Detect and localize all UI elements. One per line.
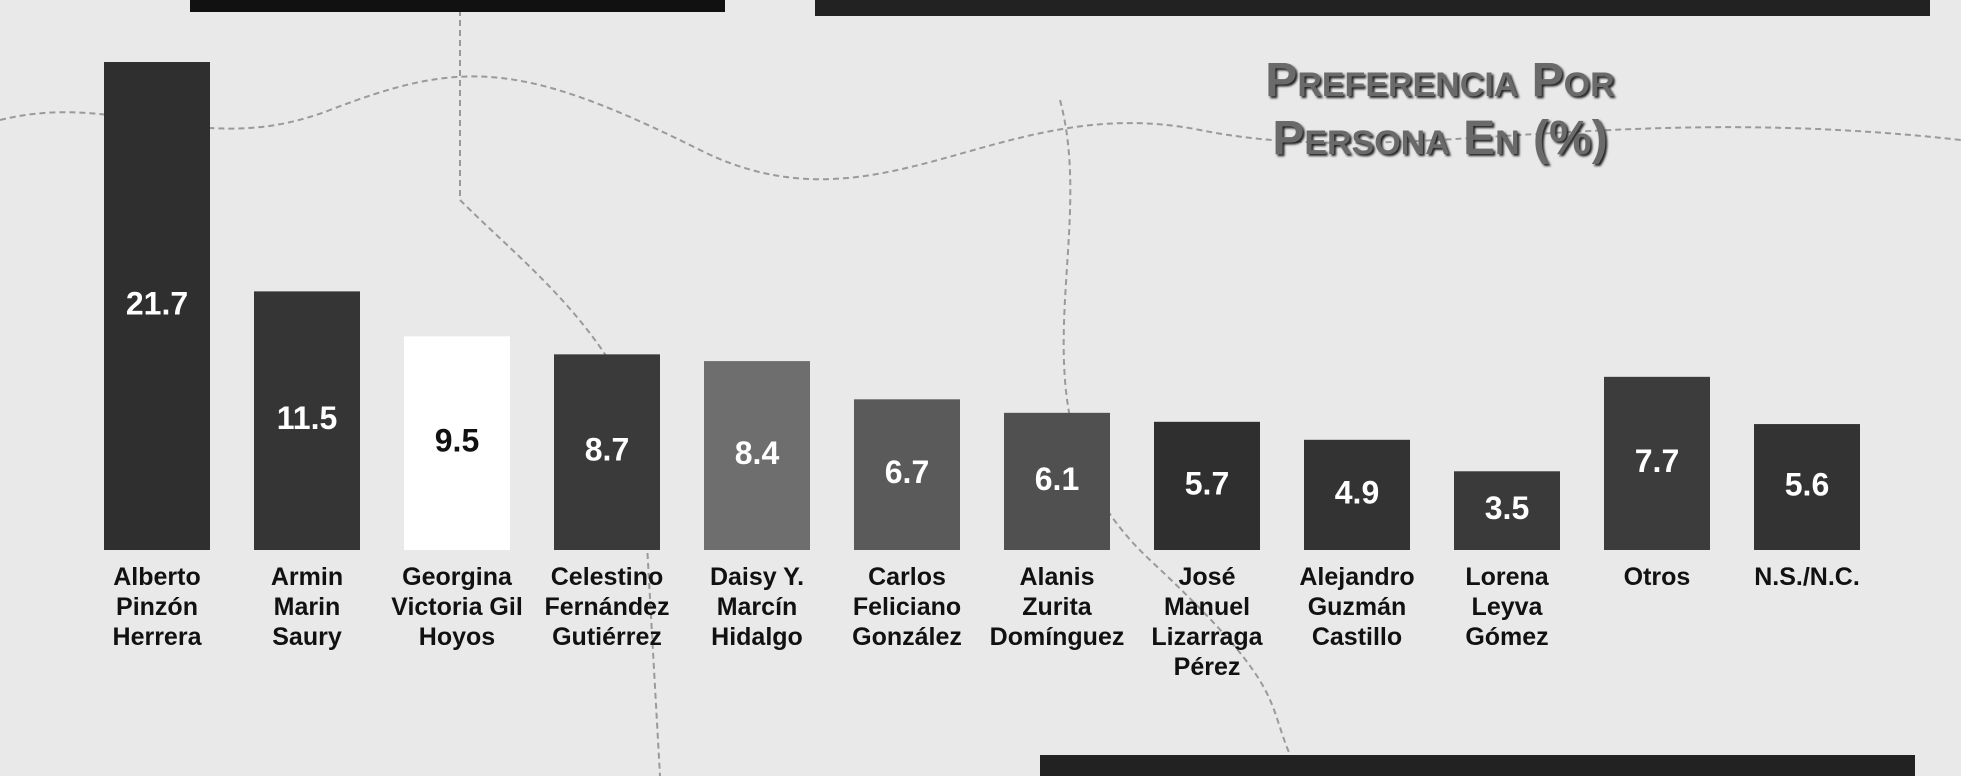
category-label: Alberto Pinzón Herrera xyxy=(112,563,202,651)
category-label: José Manuel Lizarraga Pérez xyxy=(1151,563,1263,681)
bar xyxy=(1604,376,1710,550)
bar xyxy=(1754,424,1860,550)
bar xyxy=(104,62,210,550)
header-bar xyxy=(190,0,725,12)
value-label: 21.7 xyxy=(126,285,188,321)
map-border xyxy=(0,75,1961,181)
value-label: 6.1 xyxy=(1035,461,1079,497)
category-label: Armin Marin Saury xyxy=(270,563,344,651)
bar xyxy=(1454,471,1560,550)
category-label: Lorena Leyva Gómez xyxy=(1465,563,1549,651)
value-label: 8.7 xyxy=(585,432,629,468)
category-label: Alejandro Guzmán Castillo xyxy=(1299,563,1415,651)
value-label: 6.7 xyxy=(885,454,929,490)
map-border xyxy=(459,0,661,776)
bar xyxy=(554,354,660,550)
bar xyxy=(404,336,510,550)
value-label: 4.9 xyxy=(1335,474,1379,510)
category-label: Alanis Zurita Domínguez xyxy=(989,563,1125,651)
bar xyxy=(1154,421,1260,550)
category-label: N.S./N.C. xyxy=(1754,563,1860,591)
category-label: Daisy Y. Marcín Hidalgo xyxy=(709,563,805,651)
value-label: 11.5 xyxy=(277,400,338,436)
bar xyxy=(1004,412,1110,550)
value-label: 7.7 xyxy=(1635,443,1679,479)
bar xyxy=(704,361,810,550)
value-label: 8.4 xyxy=(735,435,780,471)
value-label: 3.5 xyxy=(1485,490,1529,526)
value-label: 9.5 xyxy=(435,423,479,459)
header-bar xyxy=(815,0,1930,16)
chart-title: Preferencia Por Persona En (%) xyxy=(1265,54,1615,165)
bar xyxy=(1304,439,1410,550)
value-label: 5.6 xyxy=(1785,466,1829,502)
value-label: 5.7 xyxy=(1185,465,1229,501)
map-border xyxy=(1059,99,1301,776)
category-label: Otros xyxy=(1623,563,1691,591)
bar xyxy=(254,291,360,550)
category-label: Georgina Victoria Gil Hoyos xyxy=(391,563,523,651)
category-label: Celestino Fernández Gutiérrez xyxy=(544,563,670,651)
footer-bar xyxy=(1040,755,1915,776)
category-label: Carlos Feliciano González xyxy=(852,563,962,651)
bar xyxy=(854,399,960,550)
